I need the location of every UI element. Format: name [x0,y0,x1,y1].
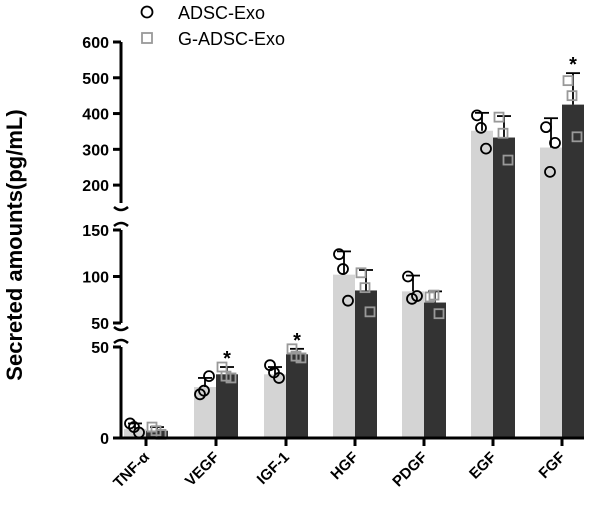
bar-g-adsc-exo [562,104,584,438]
data-point [402,270,414,283]
bar-adsc-exo [471,130,493,438]
data-point [203,370,215,383]
data-point [220,370,232,382]
data-point [475,121,487,134]
data-point [571,131,583,143]
bar-g-adsc-exo [424,302,446,438]
legend: ADSC-Exo G-ADSC-Exo [140,3,285,49]
bar-adsc-exo [264,374,286,438]
bar-adsc-exo [333,274,355,438]
data-point [355,267,367,279]
data-point [359,282,371,294]
bar-g-adsc-exo [216,374,238,438]
y-tick-label: 50 [91,340,109,357]
legend-marker-square [141,32,153,44]
data-point [364,306,376,318]
data-point [406,292,418,305]
x-tick-label: FGF [536,449,569,482]
data-point [544,165,556,178]
axis-break-mark [113,338,129,344]
y-tick-label: 100 [82,270,109,287]
data-point [562,75,574,87]
data-point [337,263,349,275]
legend-label: G-ADSC-Exo [178,29,285,49]
data-point [342,294,354,307]
data-point [268,366,280,379]
legend-marker-circle [140,5,154,19]
axis-break-mark [113,326,129,332]
bar-adsc-exo [540,147,562,439]
bar-g-adsc-exo [355,290,377,438]
data-point [198,384,210,397]
bar-g-adsc-exo [286,354,308,438]
y-tick-label: 500 [82,71,109,88]
data-point [150,425,162,437]
x-tick-label: EGF [466,449,500,483]
data-point [497,127,509,139]
y-axis-label: Secreted amounts(pg/mL) [2,109,27,380]
data-point [540,121,552,134]
data-point [480,142,492,155]
bar-adsc-exo [402,291,424,438]
y-tick-label: 0 [100,431,109,448]
y-tick-label: 600 [82,35,109,52]
y-tick-label: 400 [82,107,109,124]
axis-break-mark [113,206,129,212]
x-tick-label: TNF-α [110,448,153,491]
y-tick-label: 300 [82,142,109,159]
data-point [333,248,345,261]
significance-marker: * [293,330,301,352]
data-point [433,308,445,320]
axis-break-mark [113,221,129,227]
data-point [128,421,140,433]
data-point [428,289,440,301]
data-point [549,136,561,149]
significance-marker: * [223,348,231,370]
y-tick-label: 150 [82,223,109,240]
x-tick-label: PDGF [389,449,430,490]
legend-label: ADSC-Exo [178,3,265,23]
data-point [471,109,483,122]
bar-g-adsc-exo [493,137,515,438]
bars: * * * [124,54,584,440]
data-point [566,90,578,102]
x-tick-label: IGF-1 [254,449,293,488]
x-tick-label: HGF [327,449,361,483]
data-point [493,111,505,123]
data-point [502,154,514,166]
significance-marker: * [569,54,577,76]
y-tick-label: 50 [91,316,109,333]
x-tick-label: VEGF [182,449,223,490]
bar-adsc-exo [124,428,146,438]
y-tick-label: 200 [82,178,109,195]
data-point [290,350,302,362]
